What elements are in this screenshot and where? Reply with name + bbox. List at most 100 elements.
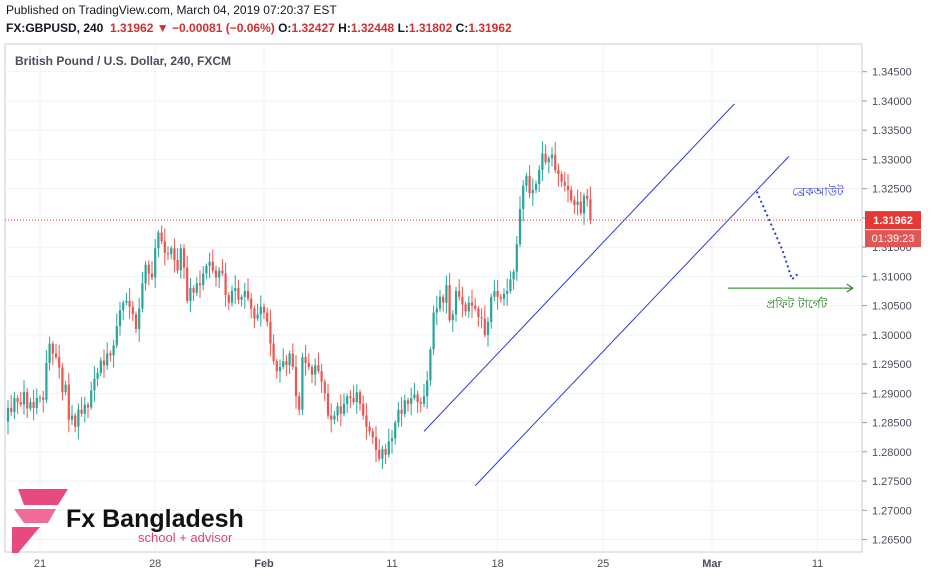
y-tick-label: 1.27000 <box>872 505 912 517</box>
fx-bangladesh-logo: Fx Bangladesh school + advisor <box>10 487 260 557</box>
candle-body <box>237 288 240 300</box>
candle-body <box>154 248 157 278</box>
candle-body <box>189 288 192 301</box>
candle-body <box>416 394 419 403</box>
candle-body <box>170 248 173 255</box>
candle-body <box>320 371 323 382</box>
candle-body <box>493 290 496 297</box>
y-tick-label: 1.32500 <box>872 184 912 196</box>
candle-body <box>589 199 592 221</box>
time-axis[interactable]: 21 28 Feb 11 18 25 Mar 11 <box>34 558 823 570</box>
candle-body <box>499 296 502 299</box>
candle-body <box>563 181 566 186</box>
logo-mark-icon <box>12 489 68 553</box>
candle-body <box>477 308 480 318</box>
candle-body <box>240 296 243 300</box>
y-tick-label: 1.28500 <box>872 418 912 430</box>
candle-body <box>262 306 266 313</box>
candle-body <box>48 343 51 363</box>
y-tick-label: 1.27500 <box>872 476 912 488</box>
candle-body <box>186 267 189 301</box>
candle-body <box>22 392 26 405</box>
candle-body <box>118 310 122 327</box>
candle-body <box>358 392 362 404</box>
candle-body <box>176 260 179 271</box>
candle-body <box>221 270 224 274</box>
candle-body <box>269 321 272 344</box>
candle-body <box>166 252 170 255</box>
candle-body <box>474 305 477 309</box>
candle-body <box>125 300 128 303</box>
candle-body <box>64 384 67 393</box>
candle-body <box>19 402 22 405</box>
candle-body <box>67 384 70 420</box>
candle-body <box>317 365 320 372</box>
channel-line <box>474 156 790 487</box>
x-tick-label: 11 <box>812 558 823 570</box>
candle-body <box>230 290 234 303</box>
candle-body <box>272 343 275 362</box>
candle-body <box>490 296 493 322</box>
candle-body <box>80 409 83 414</box>
candle-body <box>586 195 589 200</box>
x-tick-label: 21 <box>34 558 46 570</box>
candle-body <box>256 314 259 319</box>
published-info: Published on TradingView.com, March 04, … <box>6 3 337 17</box>
open-label: O: <box>278 21 292 35</box>
candle-body <box>454 290 458 315</box>
candle-body <box>243 290 246 297</box>
candle-body <box>54 353 58 358</box>
candle-body <box>579 201 582 214</box>
candle-body <box>298 396 301 410</box>
y-tick-label: 1.26500 <box>872 535 912 547</box>
y-tick-label: 1.29500 <box>872 359 912 371</box>
candle-body <box>362 403 365 416</box>
y-tick-label: 1.30000 <box>872 330 912 342</box>
candle-body <box>173 248 176 260</box>
candle-body <box>278 367 282 372</box>
candle-body <box>448 285 451 321</box>
candle-body <box>51 343 54 354</box>
x-tick-label: Mar <box>702 558 722 570</box>
price-axis[interactable]: 1.26500 1.27000 1.27500 1.28000 1.28500 1.290… <box>862 67 912 547</box>
candle-body <box>131 306 134 315</box>
candle-body <box>413 394 416 399</box>
candle-body <box>96 372 99 379</box>
candle-body <box>106 353 109 366</box>
candle-body <box>102 360 106 366</box>
candle-body <box>266 312 269 322</box>
candle-body <box>13 398 16 413</box>
candle-body <box>144 264 147 284</box>
current-price-text: 1.31962 <box>873 215 913 227</box>
projection-label: ব্রেকআউট <box>792 185 844 199</box>
candle-body <box>61 367 64 393</box>
x-tick-label: 18 <box>491 558 503 570</box>
candle-body <box>435 308 438 313</box>
candle-body <box>192 288 195 293</box>
y-tick-label: 1.34500 <box>872 67 912 79</box>
channel-line <box>423 103 735 432</box>
candle-body <box>336 406 339 416</box>
candle-body <box>115 326 118 346</box>
projection-dotted-line <box>755 191 800 282</box>
candle-body <box>573 200 576 206</box>
current-price-badge <box>865 211 921 230</box>
y-tick-label: 1.30500 <box>872 301 912 313</box>
candle-body <box>29 402 32 409</box>
candle-body <box>330 415 333 420</box>
candle-body <box>205 265 208 274</box>
chart-pane[interactable] <box>4 43 863 553</box>
candle-body <box>403 400 406 414</box>
candle-body <box>90 390 93 408</box>
candle-body <box>486 321 490 335</box>
candle-body <box>224 273 227 296</box>
candle-body <box>339 406 342 414</box>
candle-body <box>234 288 237 291</box>
candle-body <box>496 290 499 297</box>
candle-body <box>160 232 163 242</box>
candle-body <box>83 404 86 414</box>
candle-body <box>16 398 19 403</box>
candle-body <box>314 365 317 375</box>
high-value: 1.32448 <box>350 21 395 35</box>
